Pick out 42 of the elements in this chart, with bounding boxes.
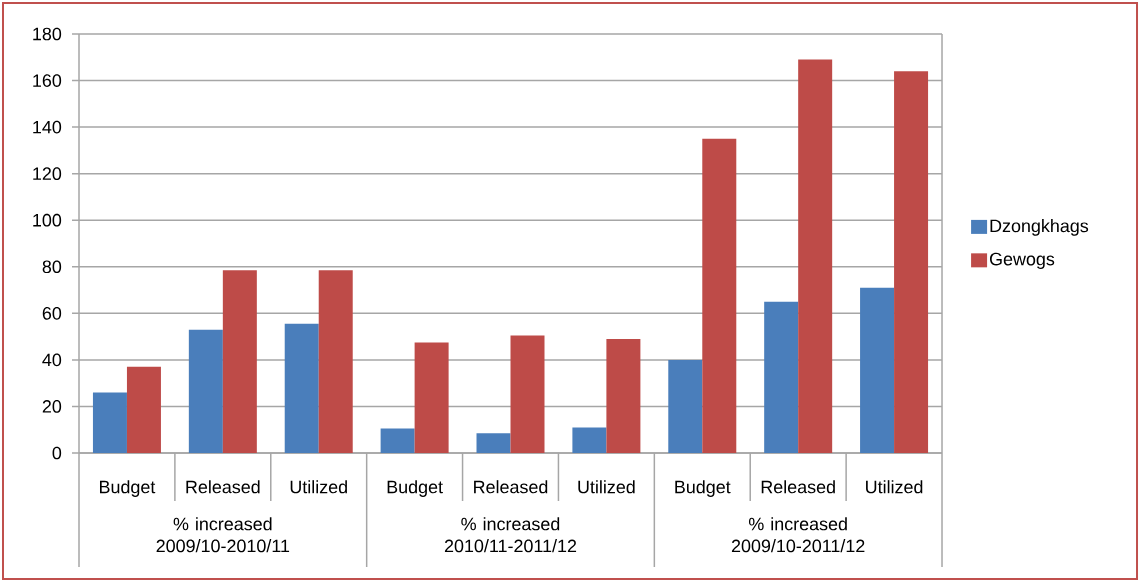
x-tick-label: Released: [761, 480, 835, 494]
bar: [284, 323, 319, 453]
y-tick-label: 140: [33, 120, 62, 134]
legend-label: Dzongkhags: [990, 219, 1089, 236]
y-tick-label: 60: [42, 306, 62, 320]
x-tick-label: Budget: [675, 480, 731, 497]
bar: [380, 428, 415, 453]
legend-label: Gewogs: [989, 252, 1055, 269]
x-tick-label: Released: [474, 480, 548, 494]
x-tick-label: Utilized: [866, 480, 923, 494]
bar: [318, 270, 353, 453]
bar: [92, 392, 127, 453]
x-tick-label: Released: [186, 480, 260, 494]
text: % increased 2009/10-2010/11: [156, 517, 290, 553]
bar: [572, 427, 607, 453]
bar: [702, 138, 737, 453]
bar: [860, 287, 895, 453]
bar: [510, 335, 545, 453]
x-tick-label: Utilized: [290, 480, 347, 494]
y-tick-label: 40: [42, 353, 62, 367]
bar: [764, 301, 799, 453]
bar: [668, 359, 703, 453]
y-tick-label: 120: [33, 167, 62, 181]
bar: [414, 342, 449, 453]
bar: [188, 329, 223, 453]
x-tick-label: Budget: [387, 480, 443, 497]
text: % increased 2009/10-2011/12: [731, 517, 865, 553]
y-tick-label: 160: [33, 74, 62, 87]
x-tick-label: Utilized: [578, 480, 635, 494]
y-tick-label: 20: [42, 400, 62, 413]
text: % increased 2010/11-2011/12: [444, 517, 577, 553]
y-tick-label: 180: [33, 27, 62, 41]
bar: [126, 366, 161, 453]
x-tick-label: Budget: [100, 480, 156, 497]
y-tick-label: 0: [52, 446, 62, 460]
y-tick-label: 100: [33, 213, 62, 227]
bar: [606, 338, 641, 453]
bar: [476, 433, 511, 453]
y-tick-label: 80: [42, 260, 62, 274]
bar: [894, 71, 929, 453]
bar: [798, 59, 833, 453]
bar: [222, 270, 257, 453]
